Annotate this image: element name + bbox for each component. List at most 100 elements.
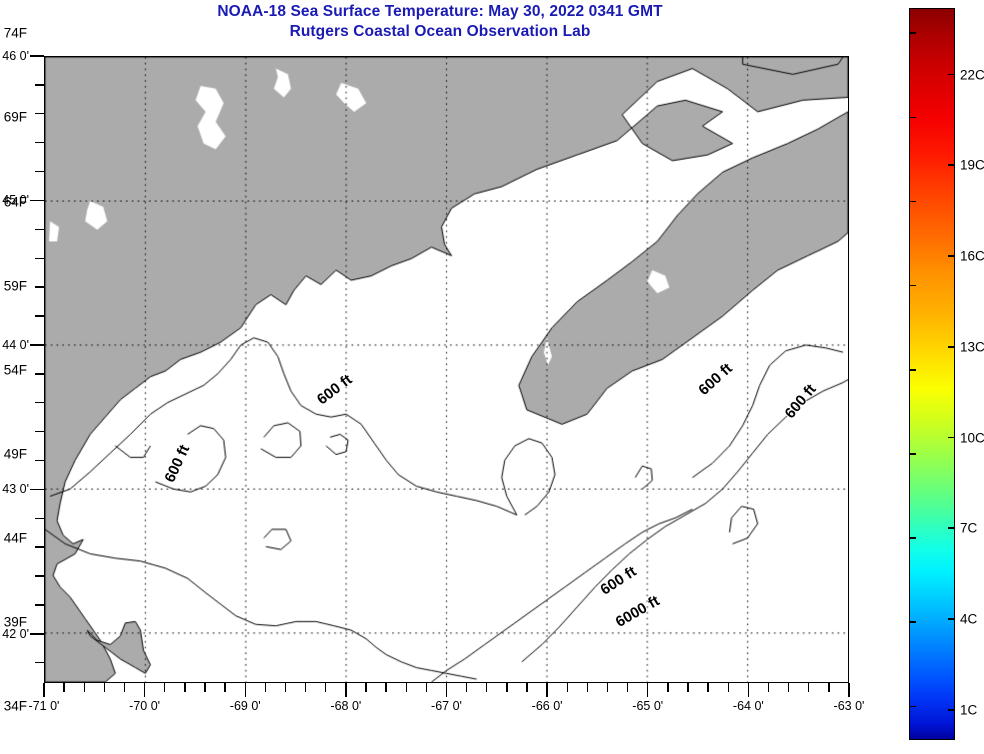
- colorbar-label-fahrenheit: 49F: [3, 446, 27, 462]
- x-tick-minor: [385, 683, 387, 692]
- x-tick-minor: [808, 683, 810, 692]
- y-axis-label: 44 0': [2, 337, 29, 352]
- x-tick-minor: [224, 683, 226, 692]
- y-tick-major: [30, 344, 44, 346]
- x-tick-minor: [63, 683, 65, 692]
- y-tick-major: [30, 55, 44, 57]
- colorbar-tick-c: [948, 164, 955, 167]
- y-tick-major: [30, 633, 44, 635]
- y-tick-minor: [35, 604, 44, 606]
- x-tick-minor: [425, 683, 428, 692]
- x-tick-minor: [123, 683, 126, 692]
- colorbar-label-celsius: 1C: [960, 702, 978, 718]
- y-tick-minor: [35, 575, 44, 577]
- x-tick-major: [43, 683, 45, 697]
- x-tick-minor: [405, 683, 407, 692]
- x-tick-minor: [606, 683, 609, 692]
- y-tick-minor: [35, 84, 44, 86]
- x-tick-minor: [828, 683, 830, 692]
- colorbar-label-celsius: 13C: [960, 339, 984, 355]
- colorbar-tick-c: [948, 618, 955, 620]
- colorbar-tick-f: [909, 621, 916, 623]
- x-tick-major: [647, 683, 649, 697]
- y-tick-minor: [35, 228, 44, 231]
- x-axis-label: -66 0': [531, 699, 563, 713]
- colorbar-tick-f: [909, 453, 916, 455]
- x-axis-label: -68 0': [330, 699, 362, 713]
- x-tick-major: [546, 683, 548, 697]
- x-tick-minor: [727, 683, 729, 692]
- x-tick-minor: [687, 683, 689, 692]
- y-axis-label: 45 0': [2, 193, 29, 208]
- x-tick-major: [143, 683, 146, 697]
- colorbar-tick-f: [909, 705, 916, 708]
- x-axis-label: -67 0': [431, 699, 462, 713]
- colorbar-tick-c: [948, 527, 955, 530]
- x-axis-label: -63 0': [833, 699, 865, 713]
- colorbar-label-fahrenheit: 59F: [3, 278, 27, 294]
- x-tick-major: [747, 683, 750, 697]
- colorbar-label-fahrenheit: 54F: [3, 362, 27, 378]
- y-tick-minor: [35, 113, 44, 115]
- x-tick-minor: [506, 683, 508, 692]
- colorbar[interactable]: [909, 8, 955, 740]
- x-tick-minor: [325, 683, 327, 692]
- colorbar-tick-f: [909, 537, 916, 539]
- x-tick-minor: [304, 683, 307, 692]
- x-tick-minor: [526, 683, 528, 692]
- colorbar-tick-f: [909, 284, 916, 287]
- x-axis-label: -64 0': [732, 699, 764, 713]
- colorbar-label-celsius: 19C: [960, 157, 984, 173]
- colorbar-label-celsius: 7C: [960, 520, 978, 536]
- x-axis-label: -70 0': [129, 699, 161, 713]
- y-tick-minor: [35, 373, 44, 375]
- colorbar-label-fahrenheit: 44F: [3, 530, 27, 546]
- y-axis-label: 42 0': [2, 626, 29, 641]
- x-tick-minor: [486, 683, 488, 692]
- x-tick-minor: [707, 683, 709, 692]
- y-tick-major: [30, 488, 44, 491]
- colorbar-tick-f: [909, 32, 916, 35]
- x-tick-minor: [787, 683, 790, 692]
- x-tick-minor: [626, 683, 629, 692]
- x-tick-minor: [767, 683, 770, 692]
- colorbar-tick-c: [948, 436, 955, 439]
- y-tick-major: [30, 199, 44, 202]
- title-line-2: Rutgers Coastal Ocean Observation Lab: [289, 23, 591, 40]
- map-plot-area[interactable]: 600 ft 600 ft 600 ft 600 ft 600 ft 6000 ft: [44, 56, 849, 683]
- colorbar-label-fahrenheit: 64F: [3, 194, 27, 210]
- y-tick-minor: [35, 459, 44, 462]
- x-axis-label: -65 0': [632, 699, 664, 713]
- y-tick-minor: [35, 430, 44, 433]
- x-tick-minor: [103, 683, 106, 692]
- colorbar-tick-f: [909, 200, 916, 203]
- figure-title: NOAA-18 Sea Surface Temperature: May 30,…: [0, 2, 880, 42]
- x-tick-minor: [365, 683, 367, 692]
- y-axis-label: 43 0': [2, 482, 29, 497]
- colorbar-label-celsius: 16C: [960, 248, 984, 264]
- x-tick-minor: [264, 683, 267, 692]
- y-tick-minor: [35, 402, 44, 404]
- x-tick-minor: [667, 683, 669, 692]
- y-tick-minor: [35, 170, 44, 173]
- title-line-1: NOAA-18 Sea Surface Temperature: May 30,…: [217, 3, 663, 20]
- x-tick-major: [445, 683, 448, 697]
- x-tick-minor: [284, 683, 287, 692]
- colorbar-label-fahrenheit: 34F: [3, 698, 27, 714]
- colorbar-label-fahrenheit: 74F: [3, 25, 27, 41]
- x-tick-minor: [204, 683, 206, 692]
- x-tick-major: [848, 683, 850, 697]
- colorbar-label-fahrenheit: 39F: [3, 614, 27, 630]
- x-tick-minor: [465, 683, 468, 692]
- colorbar-label-fahrenheit: 69F: [3, 109, 27, 125]
- y-tick-minor: [35, 662, 44, 664]
- x-tick-minor: [83, 683, 85, 692]
- colorbar-tick-c: [948, 73, 955, 76]
- y-tick-minor: [35, 546, 44, 548]
- colorbar-tick-f: [909, 368, 916, 371]
- colorbar-label-celsius: 10C: [960, 430, 984, 446]
- x-axis-label: -69 0': [229, 699, 261, 713]
- y-tick-minor: [35, 257, 44, 259]
- y-tick-minor: [35, 517, 44, 519]
